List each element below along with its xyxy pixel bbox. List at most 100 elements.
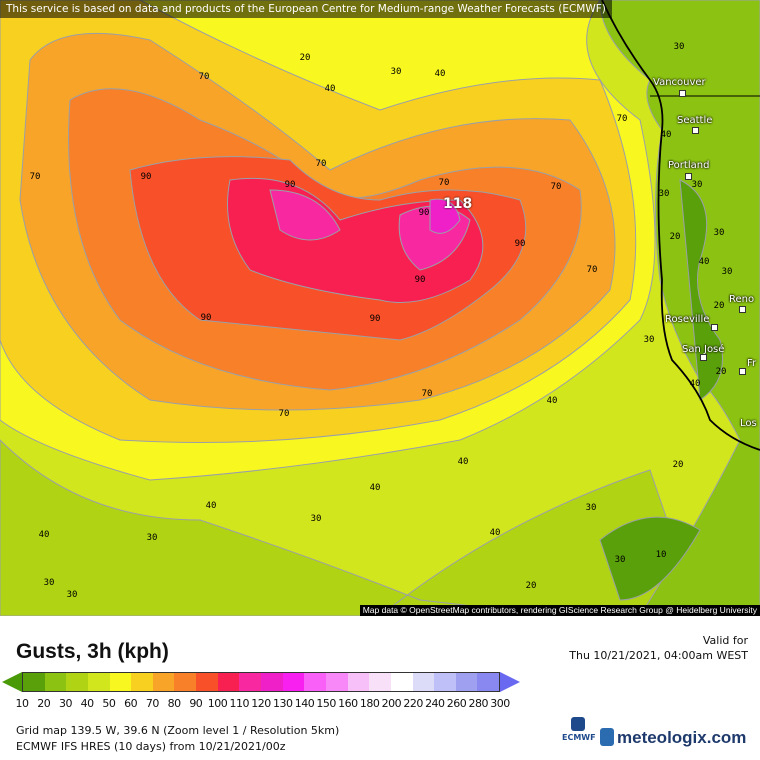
contour-label: 70 [278,409,290,419]
contour-label: 20 [715,367,727,377]
colorbar-swatch [325,673,348,691]
colorbar-swatch [23,673,45,691]
legend-panel: Gusts, 3h (kph) Valid for Thu 10/21/2021… [0,616,760,760]
contour-label: 30 [614,555,626,565]
colorbar-tick-label: 150 [316,697,336,710]
colorbar-swatch [196,673,218,691]
colorbar-tick-label: 50 [102,697,116,710]
colorbar-swatch [261,673,283,691]
map-attribution[interactable]: Map data © OpenStreetMap contributors, r… [359,605,760,616]
colorbar-tick-label: 10 [15,697,30,710]
colorbar-swatch [390,673,413,691]
city-label-vancouver[interactable]: Vancouver [653,77,706,88]
colorbar-swatch [174,673,197,691]
colorbar-tick-label: 130 [272,697,293,710]
legend-title: Gusts, 3h (kph) [16,640,169,663]
colorbar-swatch [455,673,478,691]
contour-label: 20 [299,53,311,63]
contour-label: 40 [660,130,672,140]
contour-label: 40 [457,457,469,467]
colorbar-swatch [282,673,305,691]
contour-label: 40 [369,483,381,493]
valid-time: Thu 10/21/2021, 04:00am WEST [569,649,748,662]
contour-label: 70 [438,178,450,188]
contour-label: 90 [514,239,526,249]
contour-label: 30 [713,228,725,238]
colorbar-tick-label: 70 [145,697,160,710]
colorbar-tick-label: 260 [446,697,467,710]
contour-label: 90 [369,314,381,324]
colorbar-tick-label: 240 [425,697,445,710]
valid-label: Valid for [702,634,748,647]
colorbar-tick-label: 280 [468,697,489,710]
contour-label: 30 [721,267,733,277]
contour-label: 30 [658,189,670,199]
contour-label: 40 [689,379,701,389]
colorbar-swatch [434,673,456,691]
city-label-fresno[interactable]: Fr [747,358,757,369]
grid-info: Grid map 139.5 W, 39.6 N (Zoom level 1 /… [16,724,340,737]
contour-label: 90 [140,172,152,182]
colorbar-swatch [304,673,326,691]
colorbar-swatch [239,673,262,691]
meteologix-icon [600,728,614,746]
meteologix-logo[interactable]: meteologix.com [600,728,746,748]
city-marker-icon [679,90,686,97]
contour-label: 10 [655,550,667,560]
colorbar [22,672,500,692]
coastline [601,0,760,451]
colorbar-swatch [217,673,240,691]
contour-label: 30 [66,590,78,600]
contour-label: 70 [421,389,433,399]
contour-label: 40 [205,501,217,511]
city-marker-icon [739,368,746,375]
contour-label: 70 [198,72,210,82]
land-dark [599,179,723,601]
colorbar-tick-label: 220 [403,697,423,710]
colorbar-swatch [131,673,153,691]
colorbar-swatch [347,673,370,691]
contour-label: 90 [418,208,430,218]
contour-label: 40 [698,257,710,267]
band-120 [429,198,461,234]
city-label-reno[interactable]: Reno [729,294,755,305]
ecmwf-logo-icon [571,717,585,731]
city-label-los-angeles[interactable]: Los [740,418,757,429]
contour-label: 30 [43,578,55,588]
weather-map[interactable]: This service is based on data and produc… [0,0,760,616]
contour-label: 70 [586,265,598,275]
city-label-san-jose[interactable]: San José [682,344,725,355]
ecmwf-logo-text: ECMWF [562,733,596,742]
city-label-portland[interactable]: Portland [668,160,710,171]
city-marker-icon [711,324,718,331]
model-info: ECMWF IFS HRES (10 days) from 10/21/2021… [16,740,286,753]
colorbar-tick-label: 40 [80,697,95,710]
colorbar-ticks: 10 20 30 40 50 60 70 80 90 100 110 120 130 140 150 160 1… [16,697,511,711]
contour-label: 90 [414,275,426,285]
gust-field [0,0,760,616]
contour-label: 70 [550,182,562,192]
city-label-seattle[interactable]: Seattle [677,115,713,126]
contour-label: 40 [434,69,446,79]
contour-label: 20 [672,460,684,470]
contour-label: 70 [29,172,41,182]
ecmwf-logo[interactable]: ECMWF [562,717,596,742]
colorbar-tick-label: 60 [124,697,138,710]
colorbar-swatch [109,673,132,691]
contour-label: 20 [525,581,537,591]
contour-label: 90 [200,313,212,323]
colorbar-swatch [412,673,435,691]
contour-label: 20 [713,301,725,311]
contour-label: 90 [284,180,296,190]
colorbar-tick-label: 90 [189,697,203,710]
contour-label: 70 [315,159,327,169]
band-30 [0,439,701,616]
contour-label: 40 [38,530,50,540]
city-label-roseville[interactable]: Roseville [665,314,710,325]
colorbar-tick-label: 30 [58,697,73,710]
contour-label: 30 [390,67,402,77]
colorbar-tick-label: 110 [229,697,250,710]
contour-label: 70 [616,114,628,124]
ecmwf-notice: This service is based on data and produc… [0,0,612,18]
contour-label: 30 [643,335,655,345]
